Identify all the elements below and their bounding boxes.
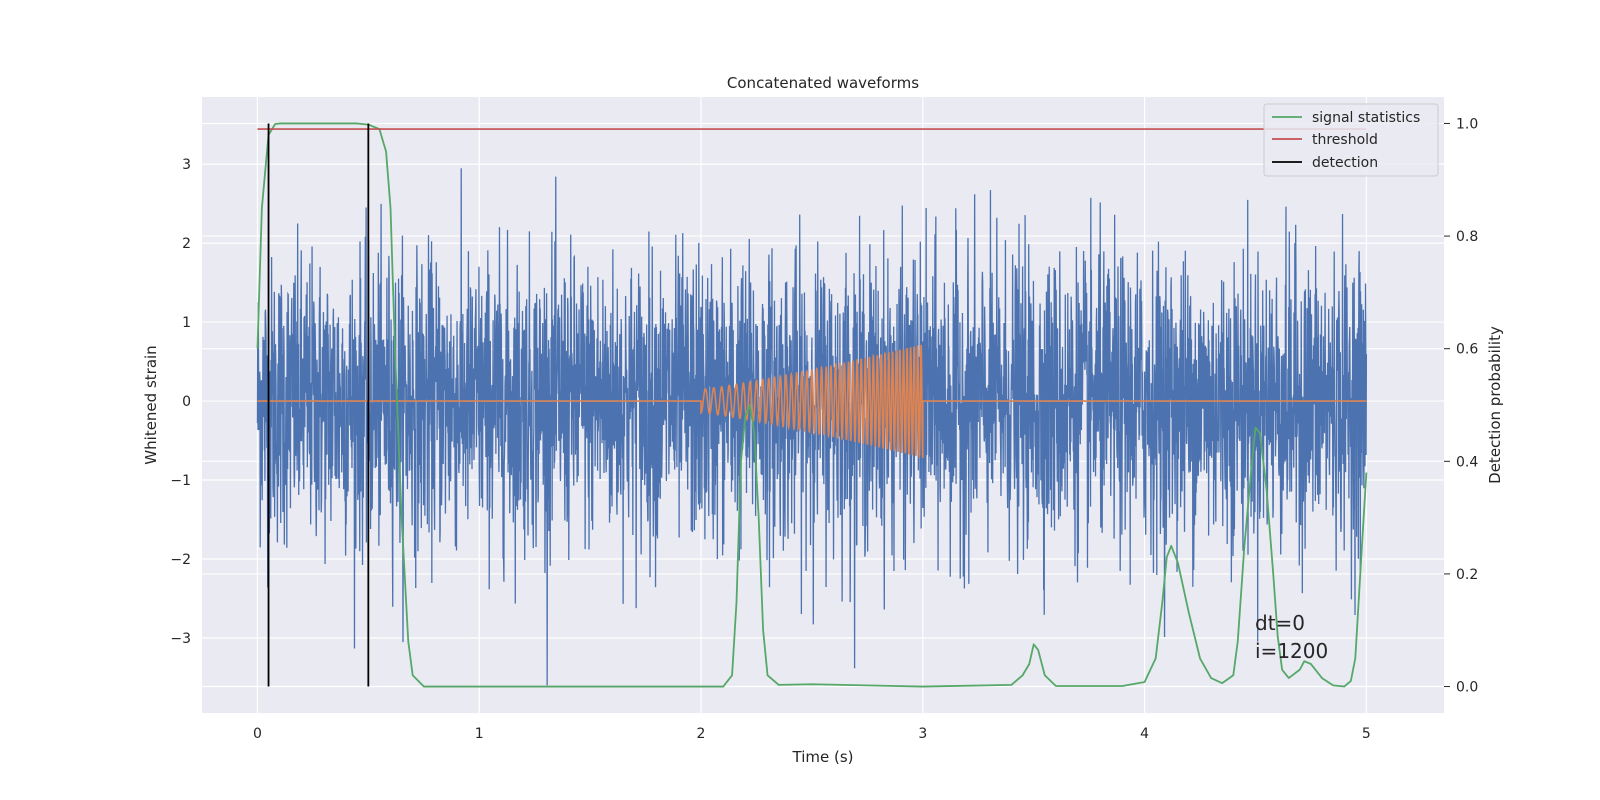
annotation-dt: dt=0 <box>1255 611 1305 635</box>
y2-tick-label: 0.2 <box>1456 567 1478 583</box>
legend-label-detection: detection <box>1312 155 1378 171</box>
x-tick-label: 3 <box>918 726 927 742</box>
strain-series <box>256 168 1368 686</box>
y2-tick-label: 0.6 <box>1456 342 1478 358</box>
y-tick-label: −1 <box>170 473 191 489</box>
legend-label-threshold: threshold <box>1312 132 1378 148</box>
x-tick-label: 0 <box>253 726 262 742</box>
axis-ticks: 0 1 2 3 4 5 −3 −2 −1 0 1 2 3 0.0 0.2 0.4 0.6 0.8 1.0 <box>170 116 1478 742</box>
y2-tick-label: 1.0 <box>1456 116 1478 132</box>
y2-tick-label: 0.8 <box>1456 229 1478 245</box>
annotation-i: i=1200 <box>1255 639 1328 663</box>
annotation-text: dt=0 i=1200 <box>1255 611 1328 663</box>
detection-series <box>267 123 370 687</box>
y-tick-label: 1 <box>182 315 191 331</box>
strain-line <box>256 168 1368 686</box>
signal-statistics-series <box>256 122 1368 688</box>
legend: signal statistics threshold detection <box>1263 103 1439 177</box>
y-tick-label: 3 <box>182 157 191 173</box>
x-tick-label: 5 <box>1362 726 1371 742</box>
y-tick-label: 2 <box>182 236 191 252</box>
y-tick-label: 0 <box>182 394 191 410</box>
y-axis-label: Whitened strain <box>142 345 160 464</box>
y-tick-label: −2 <box>170 552 191 568</box>
legend-box <box>1263 103 1439 177</box>
y2-axis-label: Detection probability <box>1486 326 1504 484</box>
x-axis-label: Time (s) <box>792 748 854 766</box>
signal-statistics-line <box>256 122 1368 688</box>
template-series <box>257 344 1367 459</box>
x-tick-label: 1 <box>475 726 484 742</box>
y2-tick-label: 0.0 <box>1456 680 1478 696</box>
x-tick-label: 2 <box>697 726 706 742</box>
y2-tick-label: 0.4 <box>1456 454 1478 470</box>
legend-label-signal-statistics: signal statistics <box>1312 110 1420 126</box>
x-tick-label: 4 <box>1140 726 1149 742</box>
chart-title: Concatenated waveforms <box>727 74 919 92</box>
y-tick-label: −3 <box>170 631 191 647</box>
template-line <box>257 344 1367 459</box>
